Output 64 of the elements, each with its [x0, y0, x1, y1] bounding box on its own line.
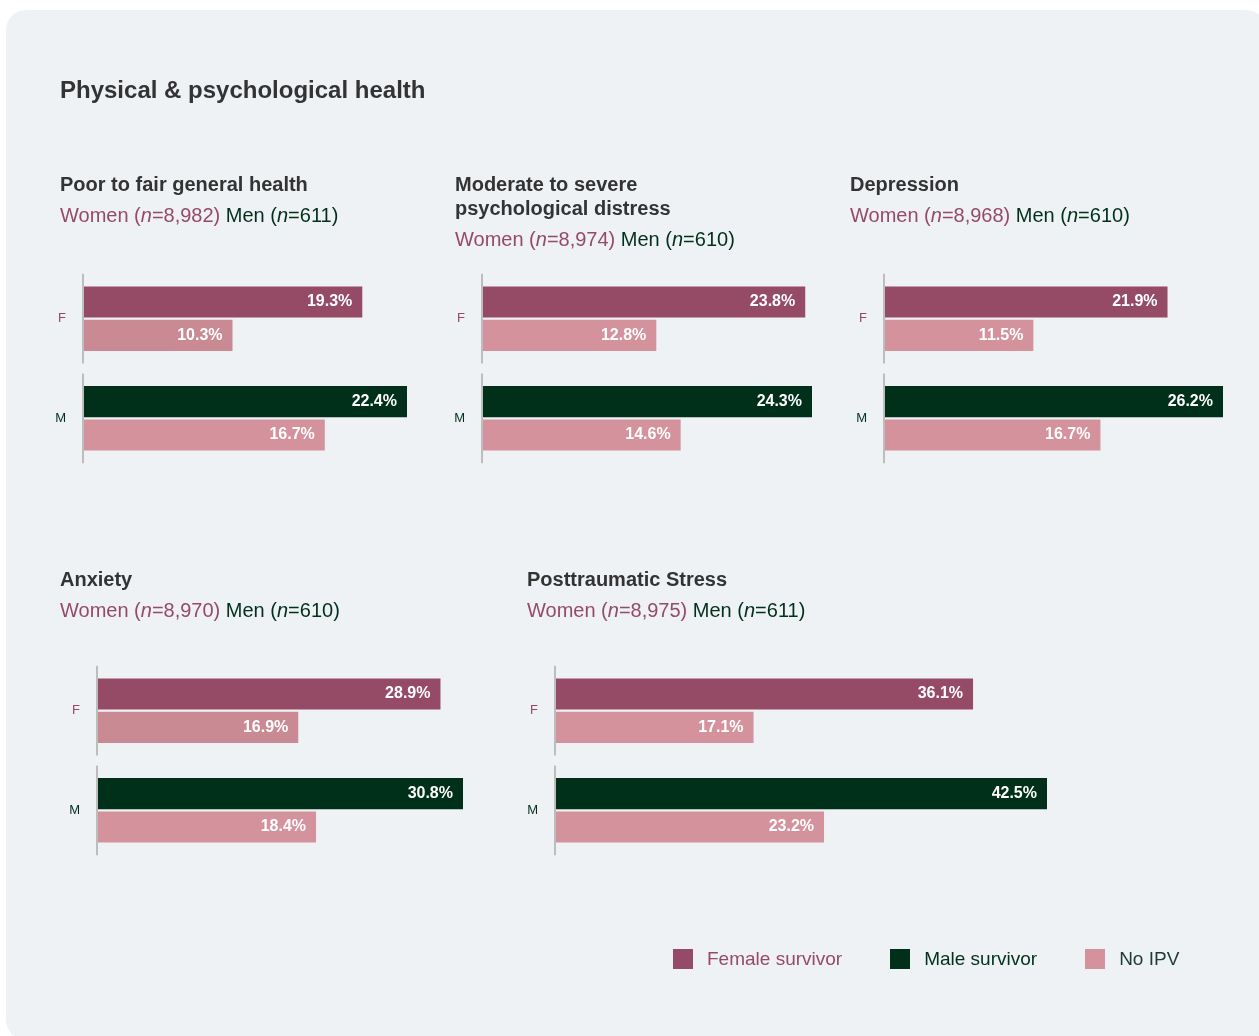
- bar: [483, 319, 657, 351]
- bar: [84, 319, 233, 351]
- data-label: 12.8%: [600, 325, 647, 343]
- bar: [885, 419, 1101, 451]
- y-tick-label: F: [530, 702, 539, 718]
- data-label: 10.3%: [177, 325, 223, 343]
- bar: [98, 678, 441, 710]
- bar: [483, 286, 806, 318]
- data-label: 24.3%: [756, 392, 802, 410]
- chart-subtitle: Women (n=8,968) Men (n=610): [850, 204, 1130, 226]
- y-tick-label: F: [58, 310, 67, 326]
- data-label: 16.9%: [242, 717, 289, 735]
- legend-label: Male survivor: [924, 948, 1038, 970]
- data-label: 22.4%: [351, 392, 397, 410]
- chart-subtitle: Women (n=8,982) Men (n=611): [60, 204, 339, 226]
- bar: [885, 319, 1034, 351]
- chart-title: Posttraumatic Stress: [527, 567, 729, 591]
- data-label: 42.5%: [991, 784, 1037, 802]
- data-label: 26.2%: [1167, 392, 1213, 410]
- data-label: 14.6%: [625, 425, 671, 443]
- data-label: 23.8%: [749, 292, 796, 310]
- chart-subtitle: Women (n=8,970) Men (n=610): [60, 599, 340, 621]
- data-label: 11.5%: [978, 325, 1024, 343]
- data-label: 18.4%: [260, 817, 307, 835]
- legend-label: No IPV: [1119, 948, 1180, 970]
- y-tick-label: F: [859, 310, 868, 326]
- data-label: 23.2%: [768, 817, 815, 835]
- chart-title: Moderate to severe psychological distress: [455, 172, 672, 220]
- bar: [556, 811, 825, 843]
- bar: [556, 678, 974, 710]
- bar: [483, 419, 681, 451]
- chart-subtitle: Women (n=8,974) Men (n=610): [455, 228, 735, 250]
- data-label: 19.3%: [306, 292, 353, 310]
- bar: [556, 778, 1047, 810]
- bar: [556, 711, 754, 743]
- text: Physical & psychological health: [60, 76, 426, 104]
- chart-title: Anxiety: [60, 567, 134, 591]
- bar: [98, 778, 463, 810]
- y-tick-label: F: [72, 702, 81, 718]
- data-label: 36.1%: [917, 684, 964, 702]
- bar: [84, 286, 363, 318]
- bar: [98, 711, 299, 743]
- bar: [98, 811, 317, 843]
- bar: [84, 386, 407, 418]
- y-tick-label: M: [55, 409, 66, 425]
- data-label: 17.1%: [698, 717, 744, 735]
- y-tick-label: M: [69, 801, 80, 817]
- bar: [483, 386, 812, 418]
- chart-subtitle: Women (n=8,975) Men (n=611): [527, 599, 806, 621]
- legend-label: Female survivor: [707, 948, 843, 970]
- y-tick-label: M: [454, 409, 465, 425]
- data-label: 30.8%: [407, 784, 453, 802]
- bar: [885, 386, 1223, 418]
- y-tick-label: F: [457, 310, 466, 326]
- data-label: 28.9%: [385, 684, 431, 702]
- y-tick-label: M: [527, 801, 538, 817]
- data-label: 16.7%: [1045, 425, 1091, 443]
- y-tick-label: M: [856, 409, 867, 425]
- data-label: 16.7%: [269, 425, 315, 443]
- chart-title: Depression: [850, 172, 960, 196]
- chart-title: Poor to fair general health: [60, 172, 309, 196]
- data-label: 21.9%: [1112, 292, 1158, 310]
- bar: [84, 419, 325, 451]
- bar: [885, 286, 1168, 318]
